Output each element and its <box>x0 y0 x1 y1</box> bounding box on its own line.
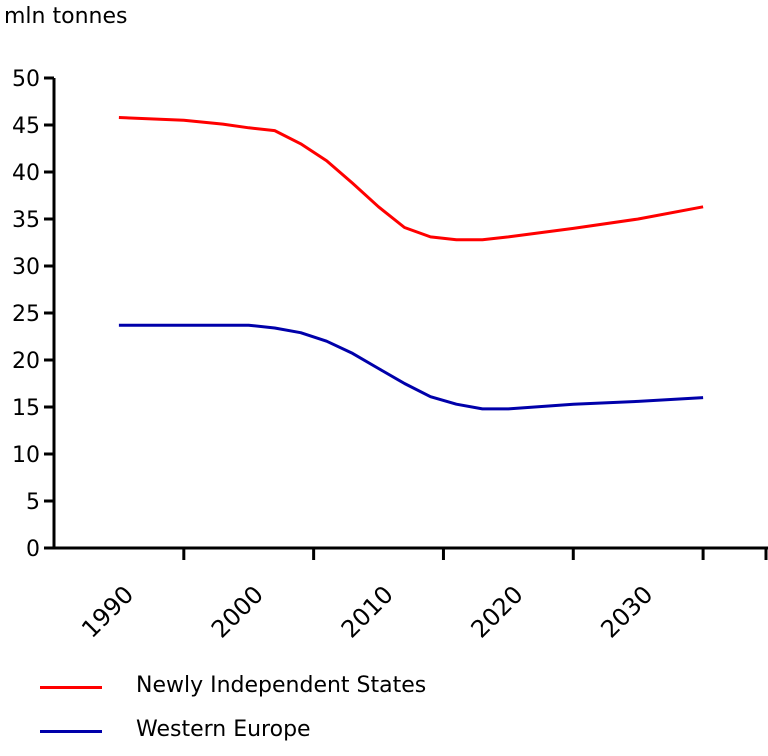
y-tick-label: 20 <box>12 349 40 374</box>
legend-swatch-blue <box>40 730 102 733</box>
y-tick-label: 0 <box>26 537 40 562</box>
y-tick-label: 40 <box>12 161 40 186</box>
series-lines <box>118 116 704 411</box>
y-axis-ticks: 0 5 10 15 20 25 30 35 40 45 50 <box>12 67 54 562</box>
y-tick-label: 35 <box>12 208 40 233</box>
y-tick-label: 45 <box>12 114 40 139</box>
series-line <box>118 116 704 242</box>
y-tick-label: 30 <box>12 255 40 280</box>
legend-label: Newly Independent States <box>136 673 427 698</box>
y-tick-label: 15 <box>12 396 40 421</box>
x-tick-label: 2030 <box>595 580 658 643</box>
y-tick-label: 25 <box>12 302 40 327</box>
series-line <box>118 323 704 411</box>
y-tick-label: 5 <box>26 490 40 515</box>
x-tick-label: 1990 <box>76 580 139 643</box>
x-axis-ticks: 1990 2000 2010 2020 2030 <box>76 548 768 643</box>
y-tick-label: 10 <box>12 443 40 468</box>
line-chart: 0 5 10 15 20 25 30 35 40 45 50 1990 2000 2010 2020 203… <box>12 67 768 643</box>
legend-label: Western Europe <box>136 717 311 742</box>
x-tick-label: 2010 <box>336 580 399 643</box>
legend-swatch-red <box>40 686 102 689</box>
y-tick-label: 50 <box>12 67 40 92</box>
axes <box>52 78 768 550</box>
y-axis-unit-label: mln tonnes <box>4 4 128 29</box>
x-tick-label: 2020 <box>466 580 529 643</box>
x-tick-label: 2000 <box>206 580 269 643</box>
